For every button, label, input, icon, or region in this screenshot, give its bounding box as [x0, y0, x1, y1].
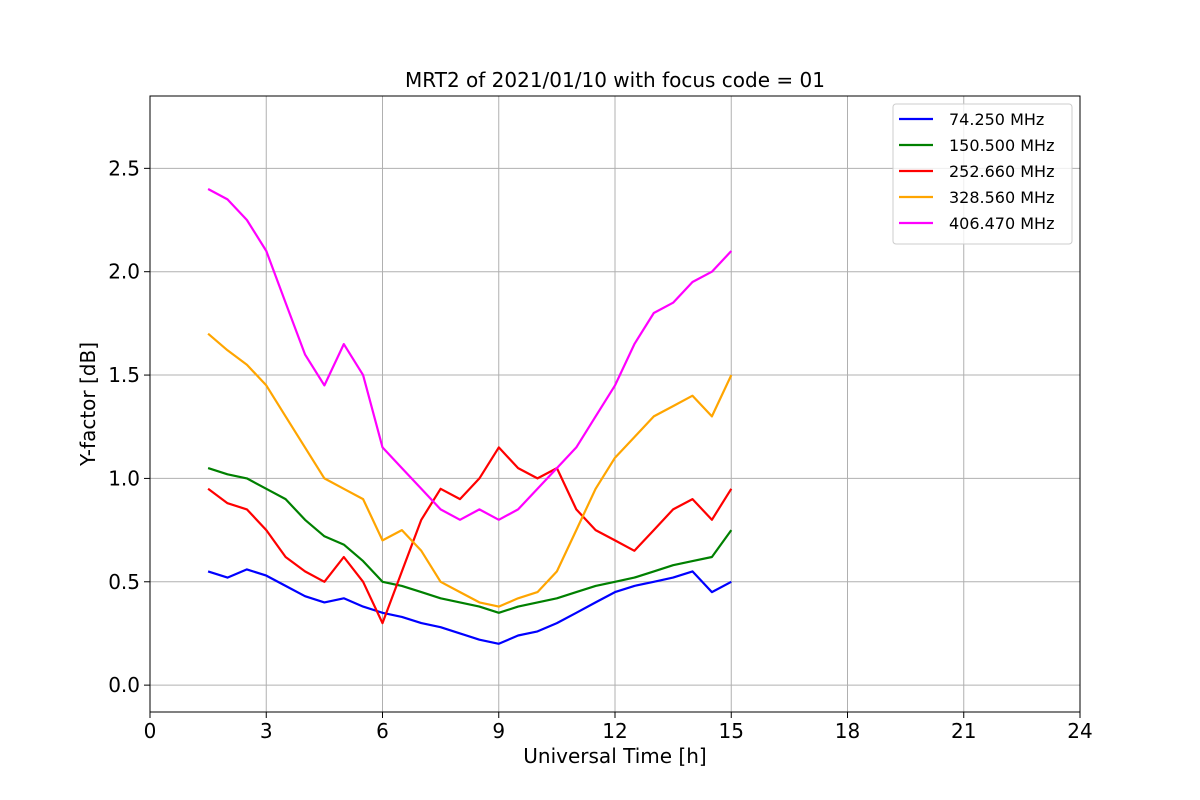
legend-label: 74.250 MHz: [949, 110, 1044, 129]
x-tick-label: 0: [144, 719, 157, 743]
legend-label: 150.500 MHz: [949, 136, 1054, 155]
x-tick-label: 3: [260, 719, 273, 743]
y-tick-label: 0.0: [108, 673, 140, 697]
legend-label: 252.660 MHz: [949, 162, 1054, 181]
y-tick-label: 2.5: [108, 156, 140, 180]
series-layer: [207, 188, 733, 645]
y-tick-label: 2.0: [108, 260, 140, 284]
chart-title: MRT2 of 2021/01/10 with focus code = 01: [405, 68, 825, 92]
x-axis: 0 3 6 9 12 15 18 21 24: [144, 712, 1093, 743]
series-line-5: [207, 188, 733, 521]
x-tick-label: 12: [602, 719, 627, 743]
x-axis-label: Universal Time [h]: [523, 744, 706, 768]
y-tick-label: 1.0: [108, 466, 140, 490]
x-tick-label: 18: [835, 719, 860, 743]
y-tick-label: 1.5: [108, 363, 140, 387]
series-line-4: [207, 332, 733, 608]
x-tick-label: 15: [719, 719, 744, 743]
series-line-2: [207, 467, 733, 614]
x-tick-label: 6: [376, 719, 389, 743]
legend-label: 406.470 MHz: [949, 214, 1054, 233]
series-line-3: [207, 446, 733, 625]
legend-label: 328.560 MHz: [949, 188, 1054, 207]
y-tick-label: 0.5: [108, 570, 140, 594]
y-axis-label: Y-factor [dB]: [76, 342, 100, 467]
y-axis: 0.0 0.5 1.0 1.5 2.0 2.5: [108, 156, 150, 697]
x-tick-label: 24: [1067, 719, 1092, 743]
x-tick-label: 9: [492, 719, 505, 743]
legend-box: [892, 103, 1073, 245]
series-line-1: [207, 568, 732, 645]
legend: 74.250 MHz 150.500 MHz 252.660 MHz 328.560 …: [892, 103, 1073, 245]
x-tick-label: 21: [951, 719, 976, 743]
